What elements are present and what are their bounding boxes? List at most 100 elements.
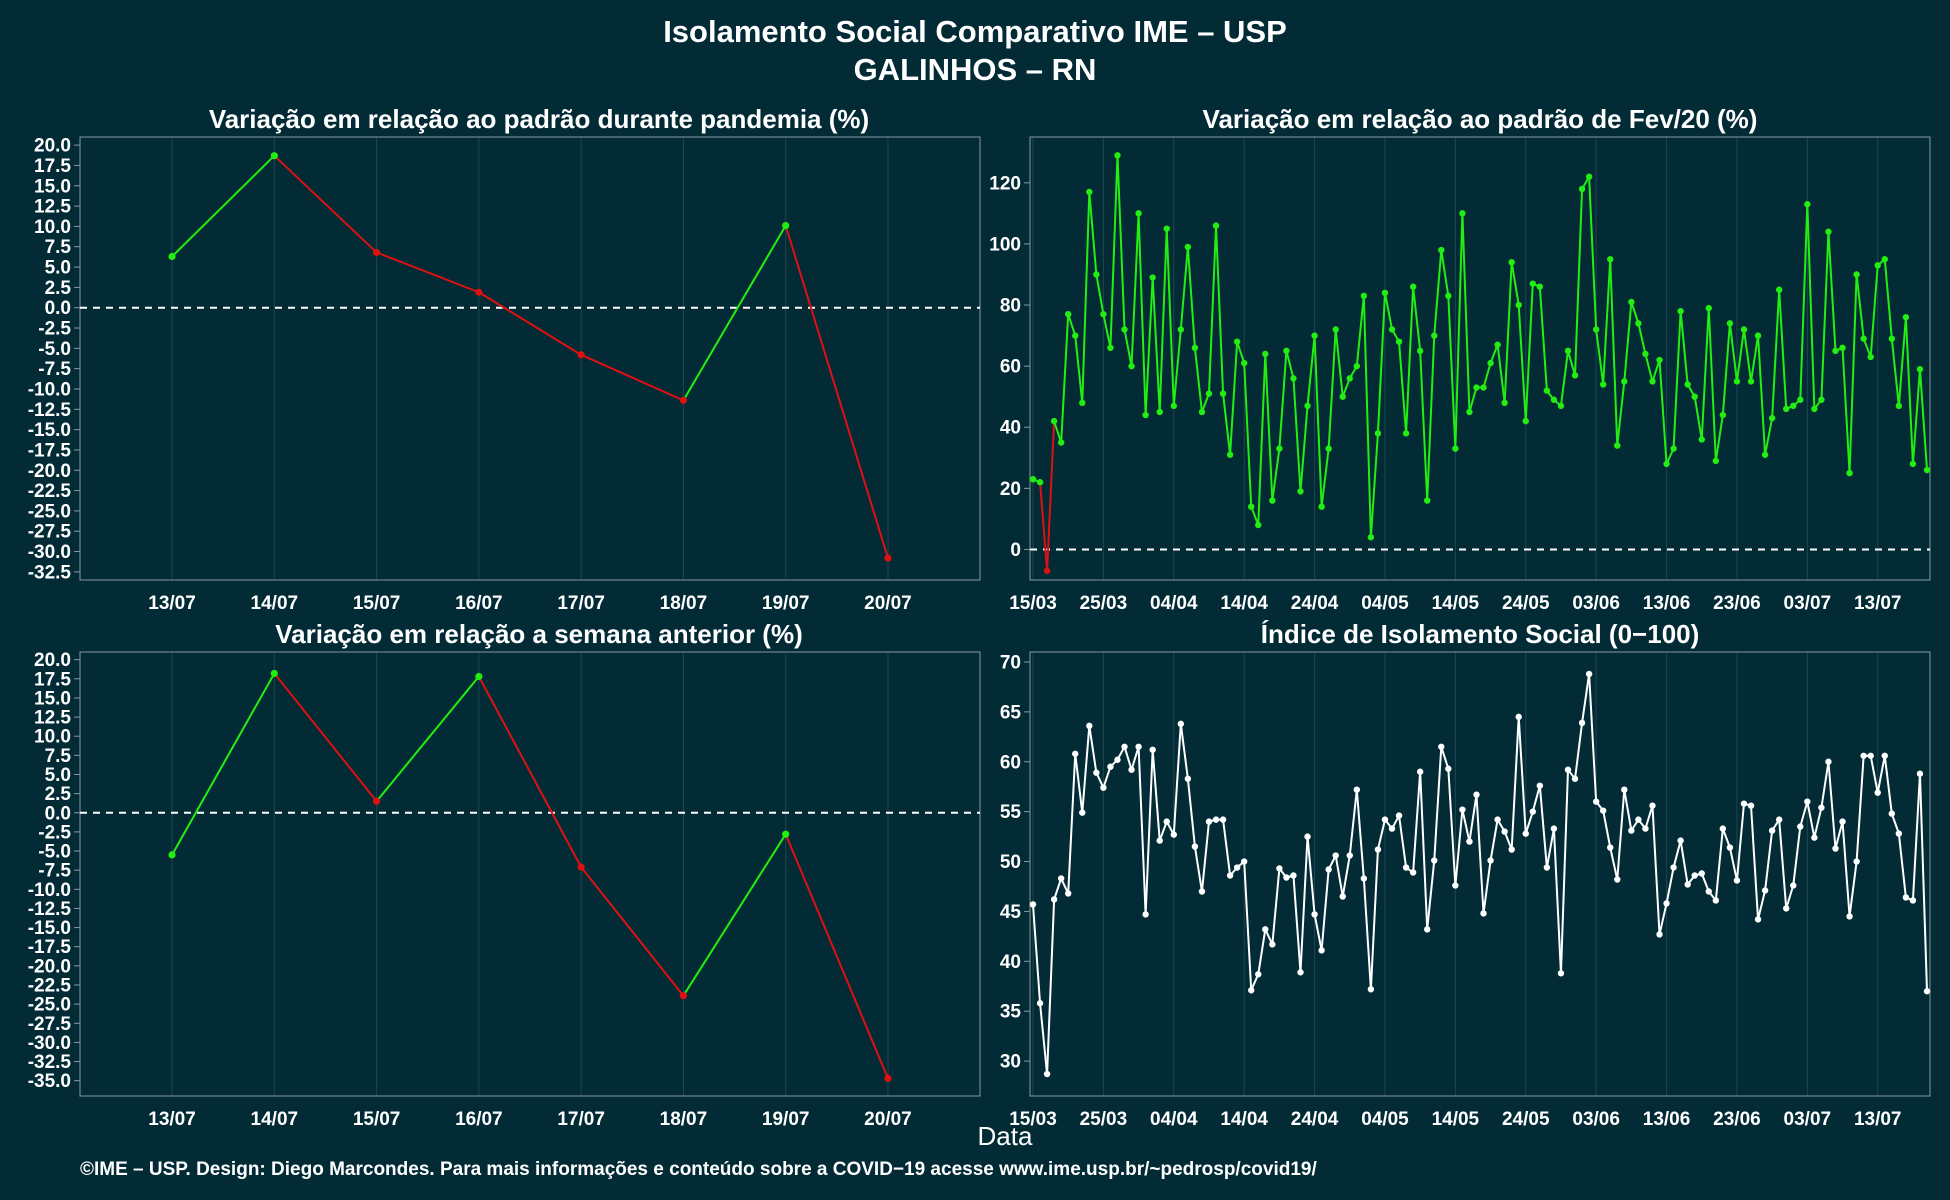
data-point bbox=[1698, 870, 1705, 877]
data-point bbox=[1198, 408, 1206, 416]
series-segment bbox=[1053, 878, 1063, 900]
series-segment bbox=[1827, 761, 1837, 849]
data-point bbox=[1628, 827, 1635, 834]
data-point bbox=[1459, 210, 1466, 217]
series-segment bbox=[1369, 433, 1379, 538]
data-point bbox=[1853, 271, 1860, 278]
data-point bbox=[1029, 475, 1037, 483]
data-point bbox=[1599, 381, 1607, 388]
data-point bbox=[1114, 756, 1121, 763]
y-tick-label: 100 bbox=[989, 234, 1021, 255]
data-point bbox=[1804, 798, 1811, 805]
data-point bbox=[1353, 786, 1361, 793]
data-point bbox=[1578, 719, 1586, 727]
data-point bbox=[1452, 882, 1459, 889]
series-segment bbox=[1313, 335, 1323, 507]
data-point bbox=[1797, 396, 1804, 403]
y-tick-label: 12.5 bbox=[34, 197, 71, 218]
data-point bbox=[1276, 445, 1283, 452]
data-point bbox=[1233, 338, 1241, 345]
data-point bbox=[1402, 864, 1410, 871]
data-point bbox=[1839, 344, 1846, 352]
data-point bbox=[1712, 457, 1720, 465]
data-point bbox=[1409, 869, 1417, 876]
y-tick-label: -12.5 bbox=[28, 899, 72, 920]
x-tick-label: 23/06 bbox=[1713, 593, 1761, 614]
series-segment bbox=[1362, 295, 1372, 538]
data-point bbox=[1269, 941, 1276, 948]
series-segment bbox=[1440, 249, 1450, 297]
data-point bbox=[1635, 320, 1642, 327]
data-point bbox=[168, 252, 176, 261]
data-point bbox=[1550, 396, 1558, 403]
y-tick-label: 80 bbox=[1000, 296, 1021, 317]
series-segment bbox=[1714, 414, 1724, 462]
data-point bbox=[1628, 298, 1635, 306]
data-point bbox=[1142, 911, 1149, 918]
series-segment bbox=[171, 672, 276, 856]
data-point bbox=[1564, 766, 1572, 773]
data-point bbox=[1515, 301, 1522, 309]
data-point bbox=[1635, 816, 1642, 823]
series-segment bbox=[1567, 350, 1576, 376]
series-segment bbox=[1376, 292, 1386, 434]
data-point bbox=[1698, 436, 1705, 443]
series-segment bbox=[1764, 417, 1774, 455]
series-segment bbox=[1222, 393, 1232, 455]
y-tick-label: 15.0 bbox=[34, 176, 71, 197]
series-segment bbox=[1179, 246, 1189, 330]
series-segment bbox=[1510, 262, 1520, 306]
data-point bbox=[1867, 353, 1874, 361]
data-point bbox=[1276, 865, 1283, 872]
series-segment bbox=[1271, 448, 1281, 501]
data-point bbox=[1825, 228, 1832, 235]
series-segment bbox=[1588, 673, 1598, 802]
series-segment bbox=[1200, 821, 1210, 892]
panel-title: Variação em relação ao padrão de Fev/20 … bbox=[1203, 104, 1758, 134]
x-tick-label: 24/04 bbox=[1291, 593, 1339, 614]
data-point bbox=[1515, 713, 1522, 721]
series-segment bbox=[1757, 890, 1767, 920]
series-segment bbox=[1778, 289, 1788, 409]
y-tick-label: -25.0 bbox=[28, 995, 71, 1016]
series-segment bbox=[1067, 753, 1077, 894]
data-point bbox=[1529, 808, 1536, 815]
y-tick-label: -5.0 bbox=[38, 339, 71, 360]
series-segment bbox=[1545, 828, 1555, 868]
y-tick-label: 20 bbox=[1000, 479, 1021, 500]
y-tick-label: 10.0 bbox=[34, 217, 71, 238]
data-point bbox=[1543, 387, 1551, 394]
y-tick-label: -20.0 bbox=[28, 461, 71, 482]
data-point bbox=[1135, 210, 1142, 217]
data-point bbox=[1621, 378, 1628, 385]
data-point bbox=[1888, 335, 1896, 342]
data-point bbox=[1248, 987, 1255, 994]
data-point bbox=[1163, 818, 1170, 825]
series-segment bbox=[1461, 809, 1471, 842]
data-point bbox=[1649, 378, 1656, 385]
data-point bbox=[1916, 770, 1924, 777]
y-tick-label: 10.0 bbox=[34, 727, 71, 748]
series-segment bbox=[1616, 789, 1626, 880]
series-segment bbox=[682, 833, 787, 997]
data-point bbox=[1663, 460, 1670, 468]
y-tick-label: 50 bbox=[1000, 852, 1021, 873]
series-segment bbox=[1186, 778, 1196, 847]
series-segment bbox=[1123, 746, 1133, 771]
series-segment bbox=[1158, 821, 1168, 841]
series-segment bbox=[1186, 246, 1196, 348]
series-segment bbox=[1559, 769, 1569, 974]
series-segment bbox=[1855, 755, 1865, 862]
data-point bbox=[1642, 350, 1649, 358]
series-segment bbox=[1348, 789, 1358, 856]
data-point bbox=[1508, 846, 1515, 853]
data-point bbox=[1712, 897, 1720, 904]
data-point bbox=[1374, 846, 1382, 853]
series-segment bbox=[1369, 849, 1379, 990]
data-point bbox=[1205, 818, 1213, 825]
series-segment bbox=[1278, 350, 1288, 449]
y-tick-label: -2.5 bbox=[38, 319, 71, 340]
data-point bbox=[1283, 347, 1290, 355]
series-segment bbox=[1271, 868, 1281, 945]
series-segment bbox=[1806, 801, 1816, 838]
